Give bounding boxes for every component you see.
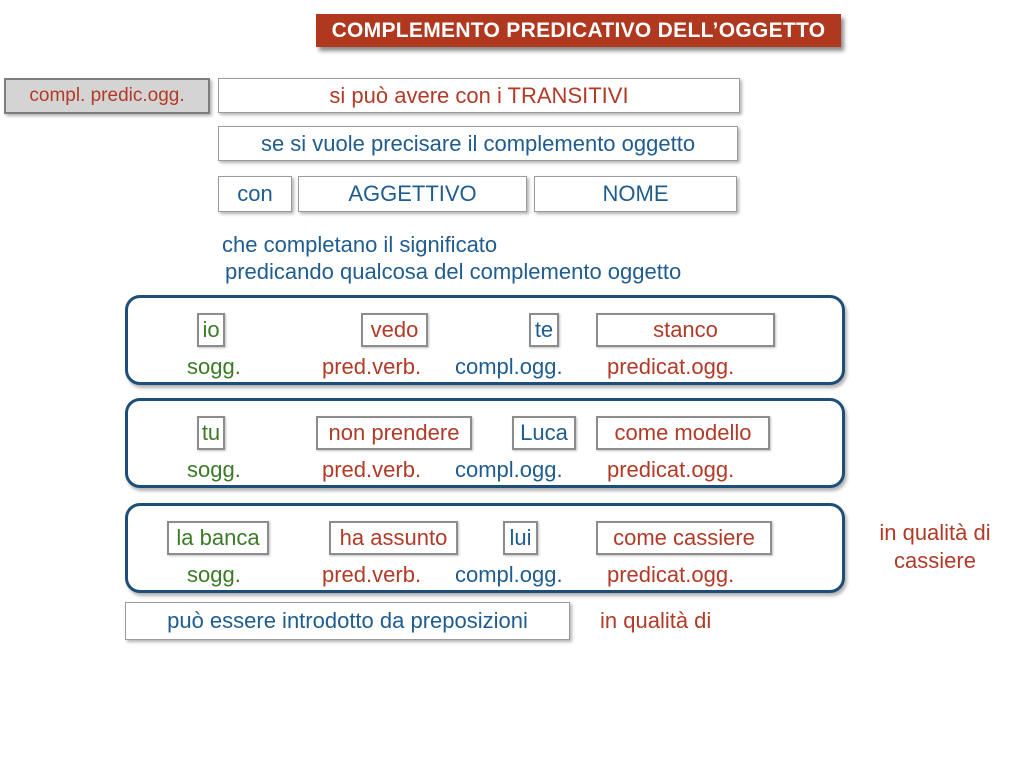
aggettivo-box: AGGETTIVO [298,176,527,212]
chip-subject: tu [197,416,225,450]
page-title: COMPLEMENTO PREDICATIVO DELL’OGGETTO [316,14,841,47]
chip-object: te [529,313,559,347]
chip-predicative: stanco [596,313,775,347]
role-subject-label: sogg. [187,457,241,482]
role-predicative-label: predicat.ogg. [607,354,735,379]
role-verb-label: pred.verb. [322,457,422,482]
role-verb-label: pred.verb. [322,562,422,587]
role-object-label: compl.ogg. [455,457,563,482]
chip-subject: io [197,313,225,347]
role-subject-label: sogg. [187,562,241,587]
completano-note: che completano il significato predicando… [222,231,681,285]
statement-preposizioni: può essere introdotto da preposizioni [125,602,570,640]
preposition-example-text: in qualità di [600,608,712,633]
chip-predicative: come cassiere [596,521,772,555]
topic-label: compl. predic.ogg. [4,78,210,114]
chip-verb: vedo [361,313,428,347]
role-subject-label: sogg. [187,354,241,379]
example-frame-2: tu non prendere Luca come modello sogg. … [125,398,845,488]
role-object-label: compl.ogg. [455,562,563,587]
side-note: in qualità di cassiere [856,519,1014,575]
role-predicative-label: predicat.ogg. [607,562,735,587]
chip-subject: la banca [167,521,269,555]
chip-verb: non prendere [316,416,472,450]
example-frame-3: la banca ha assunto lui come cassiere so… [125,503,845,593]
nome-box: NOME [534,176,737,212]
role-verb-label: pred.verb. [322,354,422,379]
chip-verb: ha assunto [329,521,458,555]
chip-predicative: come modello [596,416,770,450]
statement-transitivi: si può avere con i TRANSITIVI [218,78,740,113]
example-frame-1: io vedo te stanco sogg. pred.verb. compl… [125,295,845,385]
chip-object: Luca [512,416,576,450]
completano-note-line1: che completano il significato [222,232,498,257]
role-predicative-label: predicat.ogg. [607,457,735,482]
chip-object: lui [503,521,538,555]
statement-precisare: se si vuole precisare il complemento ogg… [218,126,738,161]
completano-note-line2: predicando qualcosa del complemento ogge… [225,259,682,284]
side-note-line2: cassiere [894,548,976,573]
side-note-line1: in qualità di [879,520,991,545]
role-object-label: compl.ogg. [455,354,563,379]
con-box: con [218,176,292,212]
